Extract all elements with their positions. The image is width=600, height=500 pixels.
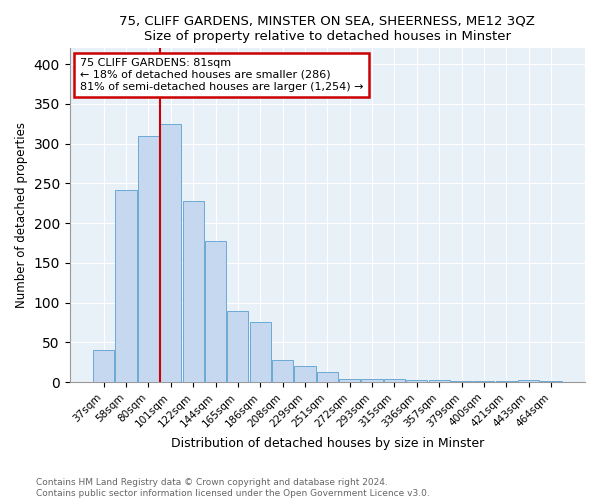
Bar <box>138 136 159 382</box>
Bar <box>182 201 204 382</box>
Bar <box>518 380 539 382</box>
X-axis label: Distribution of detached houses by size in Minster: Distribution of detached houses by size … <box>171 437 484 450</box>
Bar <box>160 124 181 382</box>
Y-axis label: Number of detached properties: Number of detached properties <box>15 122 28 308</box>
Bar <box>428 380 450 382</box>
Bar <box>384 379 405 382</box>
Bar <box>317 372 338 382</box>
Bar <box>227 310 248 382</box>
Bar <box>406 380 427 382</box>
Bar <box>115 190 137 382</box>
Bar <box>272 360 293 382</box>
Text: Contains HM Land Registry data © Crown copyright and database right 2024.
Contai: Contains HM Land Registry data © Crown c… <box>36 478 430 498</box>
Bar <box>361 379 383 382</box>
Bar <box>205 240 226 382</box>
Bar <box>295 366 316 382</box>
Bar <box>339 379 361 382</box>
Text: 75 CLIFF GARDENS: 81sqm
← 18% of detached houses are smaller (286)
81% of semi-d: 75 CLIFF GARDENS: 81sqm ← 18% of detache… <box>80 58 364 92</box>
Bar <box>93 350 115 382</box>
Title: 75, CLIFF GARDENS, MINSTER ON SEA, SHEERNESS, ME12 3QZ
Size of property relative: 75, CLIFF GARDENS, MINSTER ON SEA, SHEER… <box>119 15 535 43</box>
Bar <box>250 322 271 382</box>
